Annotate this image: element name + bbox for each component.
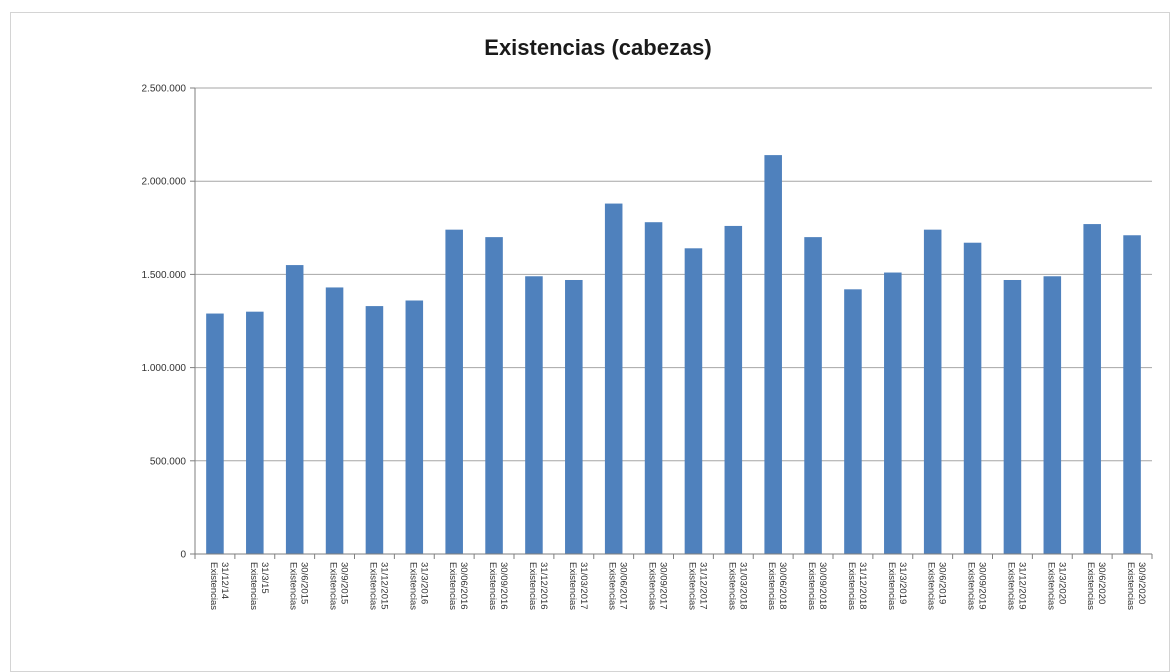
x-tick-label: Existencias30/09/2016 [487,562,509,610]
bar [724,225,743,554]
x-tick-label: Existencias31/03/2018 [726,562,748,610]
x-tick-label: Existencias30/9/2020 [1125,562,1147,610]
y-tick-label: 2.500.000 [142,84,187,95]
x-tick-label: Existencias31/3/2019 [886,562,908,610]
bar [884,272,902,554]
bar [923,229,942,554]
x-tick-label: Existencias30/09/2019 [966,562,988,610]
bar [644,222,663,554]
bar [844,289,862,554]
y-tick-label: 1.500.000 [142,270,187,281]
bar [684,248,703,554]
bar [1083,224,1101,554]
bar [963,242,982,554]
x-tick-label: Existencias31/3/2020 [1045,562,1067,610]
bar [1003,279,1022,554]
gridlines [195,87,1152,462]
x-tick-label: Existencias31/12/2017 [686,562,708,610]
x-tick-label: Existencias31/12/2019 [1005,562,1027,610]
x-tick-label: Existencias30/6/2015 [288,562,310,610]
x-tick-label: Existencias30/09/2018 [806,562,828,610]
bar [445,229,463,554]
x-tick-label: Existencias31/12/2016 [527,562,549,610]
x-tick-label: Existencias30/6/2020 [1085,562,1107,610]
bar [804,237,822,554]
bar [206,313,224,554]
bar [565,279,583,554]
y-tick-label: 0 [180,550,186,561]
bar [325,287,344,554]
bar [764,155,782,554]
chart-title: Existencias (cabezas) [484,35,711,60]
x-tick-label: Existencias30/06/2016 [447,562,469,610]
x-tick-label: Existencias31/12/2018 [846,562,868,610]
y-tick-label: 1.000.000 [142,363,187,374]
x-tick-label: Existencias31/12/14 [208,562,230,610]
y-axis: 0 500.000 1.000.000 1.500.000 2.000.000 2.500… [142,84,196,561]
y-tick-label: 2.000.000 [142,177,187,188]
x-tick-label: Existencias31/03/2017 [567,562,589,610]
x-tick-label: Existencias31/3/15 [248,562,270,610]
x-tick-label: Existencias31/3/2016 [407,562,429,610]
x-axis: Existencias31/12/14 Existencias31/3/15 Exi… [194,553,1153,610]
bar [246,311,264,554]
bars [206,155,1141,555]
x-tick-label: Existencias30/6/2019 [926,562,948,610]
x-tick-label: Existencias30/09/2017 [647,562,669,610]
bar [285,265,304,554]
x-tick-label: Existencias30/9/2015 [328,562,350,610]
bar [1123,235,1141,555]
bar [405,300,424,554]
y-tick-label: 500.000 [150,456,187,467]
bar [485,237,503,554]
bar [604,203,623,554]
bar [525,276,543,554]
x-tick-label: Existencias30/06/2018 [766,562,788,610]
bar [365,306,384,554]
x-tick-label: Existencias31/12/2015 [367,562,389,610]
bar [1043,276,1062,554]
x-tick-label: Existencias30/06/2017 [607,562,629,610]
